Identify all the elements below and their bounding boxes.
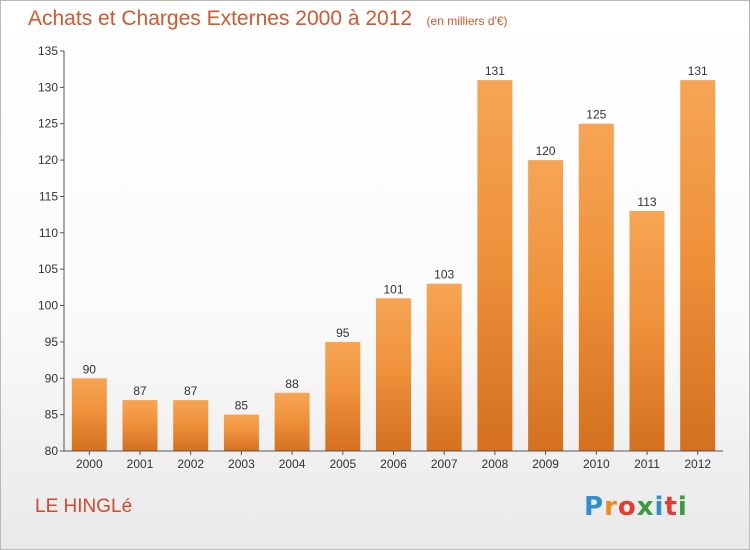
y-tick-label-135: 135: [38, 44, 58, 58]
logo-letter: o: [617, 492, 637, 522]
logo-letter: r: [604, 492, 618, 522]
y-tick-label-85: 85: [45, 408, 59, 422]
x-tick-label-2000: 2000: [76, 457, 103, 471]
bar-value-label-2002: 87: [184, 384, 198, 398]
x-tick-label-2010: 2010: [583, 457, 610, 471]
bar-2009: [528, 160, 564, 451]
chart-title: Achats et Charges Externes 2000 à 2012: [28, 7, 413, 30]
bar-2011: [629, 211, 665, 451]
bar-2005: [325, 341, 361, 451]
bar-value-label-2000: 90: [83, 362, 97, 376]
bar-2006: [376, 298, 411, 451]
bar-value-label-2001: 87: [133, 384, 147, 398]
axes-group: 2000 2001 2002 2003 2004 2005 2006 2007 2008 2009…: [38, 44, 723, 471]
logo-letter: t: [664, 492, 678, 522]
x-tick-label-2001: 2001: [127, 457, 154, 471]
bar-value-label-2009: 120: [536, 144, 556, 158]
commune-name: LE HINGLé: [35, 496, 133, 517]
x-tick-label-2005: 2005: [329, 457, 356, 471]
y-tick-label-95: 95: [45, 335, 59, 349]
bar-2010: [578, 123, 614, 451]
bar-value-label-2012: 131: [688, 64, 708, 78]
x-tick-label-2003: 2003: [228, 457, 255, 471]
bar-2003: [223, 414, 259, 451]
bar-2001: [122, 400, 158, 451]
bar-2004: [274, 392, 310, 451]
bar-value-label-2005: 95: [336, 326, 350, 340]
bar-value-label-2011: 113: [637, 195, 656, 209]
x-tick-label-2002: 2002: [177, 457, 204, 471]
x-tick-label-2009: 2009: [532, 457, 559, 471]
x-tick-label-2007: 2007: [431, 457, 458, 471]
bar-value-label-2008: 131: [485, 64, 505, 78]
y-tick-label-90: 90: [45, 371, 59, 385]
bar-2007: [426, 283, 462, 451]
y-tick-label-80: 80: [45, 444, 59, 458]
x-tick-label-2012: 2012: [684, 457, 711, 471]
title-row: Achats et Charges Externes 2000 à 2012 (…: [28, 7, 508, 31]
x-tick-label-2008: 2008: [482, 457, 509, 471]
x-tick-label-2006: 2006: [380, 457, 407, 471]
chart-unit: (en milliers d'€): [426, 14, 508, 28]
bars-group: 90 87 87 85 88 95 101 103 131 120 125 113 131: [71, 64, 716, 451]
y-tick-label-115: 115: [39, 190, 58, 204]
y-tick-label-105: 105: [38, 262, 58, 276]
proxiti-logo: Proxiti: [584, 492, 688, 522]
bar-2002: [173, 400, 209, 451]
y-tick-label-100: 100: [38, 299, 58, 313]
y-tick-label-130: 130: [38, 80, 58, 94]
bar-value-label-2006: 101: [383, 282, 403, 296]
bar-value-label-2004: 88: [285, 377, 299, 391]
y-tick-label-120: 120: [38, 153, 58, 167]
y-tick-label-125: 125: [38, 117, 58, 131]
bar-value-label-2010: 125: [586, 108, 606, 122]
y-tick-label-110: 110: [39, 226, 58, 240]
bar-2012: [680, 80, 716, 451]
logo-letter: i: [654, 492, 665, 522]
logo-letter: P: [584, 492, 605, 522]
bar-2000: [71, 378, 107, 451]
bar-2008: [477, 80, 513, 451]
logo-letter: x: [636, 492, 655, 522]
bar-value-label-2003: 85: [235, 399, 249, 413]
bar-value-label-2007: 103: [434, 268, 454, 282]
logo-letter: i: [677, 492, 688, 522]
x-tick-label-2004: 2004: [279, 457, 306, 471]
x-tick-label-2011: 2011: [634, 457, 660, 471]
